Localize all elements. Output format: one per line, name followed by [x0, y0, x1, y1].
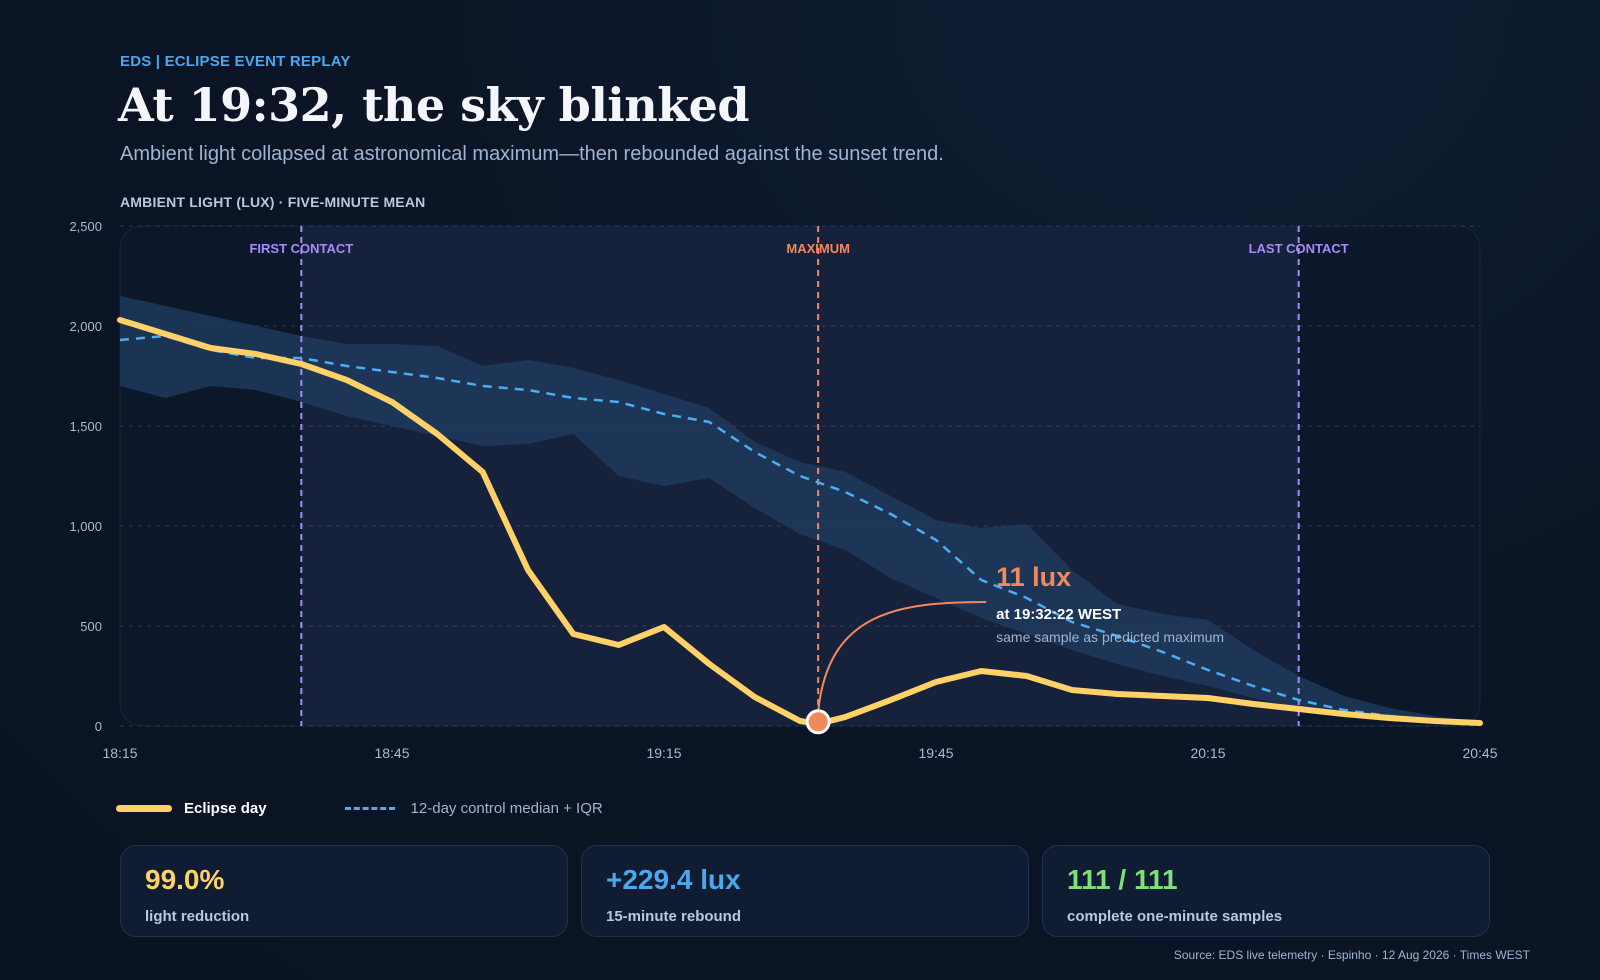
annotation-value: 11 lux	[996, 562, 1071, 592]
legend-label-control: 12-day control median + IQR	[410, 800, 603, 817]
stat-label: light reduction	[145, 908, 250, 925]
x-tick-label: 18:15	[102, 745, 137, 761]
stat-card-rebound: +229.4 lux 15-minute rebound	[581, 845, 1029, 937]
stat-label: 15-minute rebound	[606, 908, 742, 925]
stat-card-samples: 111 / 111 complete one-minute samples	[1042, 845, 1490, 937]
y-tick-label: 2,000	[69, 319, 102, 334]
y-tick-label: 1,500	[69, 419, 102, 434]
y-tick-label: 500	[80, 619, 102, 634]
legend-swatch-control	[344, 807, 395, 810]
stat-card-light-reduction: 99.0% light reduction	[120, 845, 568, 937]
control-median-line	[119, 334, 1481, 725]
annotation-connector	[817, 601, 987, 712]
stat-value: +229.4 lux	[606, 864, 741, 895]
y-axis-title: AMBIENT LIGHT (LUX) · FIVE-MINUTE MEAN	[120, 194, 426, 210]
marker-label: MAXIMUM	[786, 241, 850, 256]
annotation-note: same sample as predicted maximum	[996, 629, 1224, 645]
x-tick-label: 18:45	[374, 745, 409, 761]
kicker: EDS | ECLIPSE EVENT REPLAY	[120, 53, 351, 70]
control-iqr-band	[120, 296, 1480, 725]
x-tick-label: 20:45	[1462, 745, 1497, 761]
legend-label-eclipse: Eclipse day	[184, 800, 267, 817]
subtitle: Ambient light collapsed at astronomical …	[120, 143, 944, 165]
marker-label: LAST CONTACT	[1249, 241, 1349, 256]
legend-swatch-eclipse	[116, 805, 172, 812]
stat-cards: 99.0% light reduction +229.4 lux 15-minu…	[120, 845, 1510, 937]
stat-label: complete one-minute samples	[1067, 908, 1283, 925]
stat-value: 99.0%	[145, 864, 225, 895]
legend-item-control: 12-day control median + IQR	[344, 800, 603, 817]
y-tick-label: 0	[95, 719, 102, 734]
maximum-point	[805, 709, 831, 735]
stat-value: 111 / 111	[1067, 864, 1178, 895]
y-tick-label: 1,000	[69, 519, 102, 534]
x-tick-label: 19:15	[646, 745, 681, 761]
x-tick-label: 20:15	[1190, 745, 1225, 761]
legend-item-eclipse: Eclipse day	[116, 800, 267, 817]
legend: Eclipse day 12-day control median + IQR	[116, 800, 681, 817]
x-tick-label: 19:45	[918, 745, 953, 761]
annotation-time: at 19:32:22 WEST	[996, 606, 1121, 623]
y-tick-label: 2,500	[69, 219, 102, 234]
source-note: Source: EDS live telemetry · Espinho · 1…	[1173, 948, 1530, 962]
marker-label: FIRST CONTACT	[249, 241, 353, 256]
page-title: At 19:32, the sky blinked	[118, 78, 750, 132]
